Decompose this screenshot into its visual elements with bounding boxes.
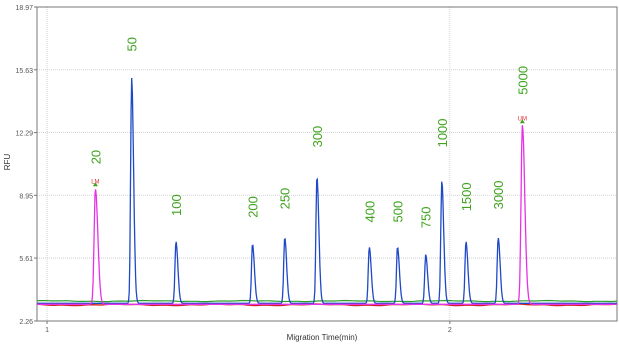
peak-size-label: 300: [310, 126, 325, 148]
y-tick-label: 15.63: [15, 68, 33, 75]
peak-size-label: 20: [88, 150, 103, 164]
peak-size-label: 400: [362, 201, 377, 223]
peak-size-label: 250: [278, 188, 293, 210]
baseline-green-trace: [36, 299, 618, 303]
peak-size-label: 1000: [435, 118, 450, 147]
peak-size-label: 100: [169, 194, 184, 216]
plot-frame: [36, 6, 618, 322]
y-tick-label: 8.95: [19, 193, 33, 200]
y-tick-label: 5.61: [19, 256, 33, 263]
marker-arrow-icon: [92, 182, 98, 187]
y-tick-label: 2.26: [19, 319, 33, 326]
y-tick-label: 18.97: [15, 5, 33, 12]
x-tick-label: 2: [448, 327, 452, 334]
peak-size-label: 750: [419, 206, 434, 228]
x-axis-label: Migration Time(min): [287, 333, 358, 342]
y-tick-label: 12.29: [15, 131, 33, 138]
label-layer: 20LM501002002503004005007501000150030005…: [88, 37, 530, 228]
peak-size-label: 500: [391, 201, 406, 223]
axes-layer: 2.26 5.61 8.95 12.29 15.63 18.97 1 2: [15, 5, 618, 334]
x-tick-label: 1: [45, 327, 49, 334]
peak-size-label: 5000: [515, 66, 530, 95]
peak-size-label: 50: [125, 37, 140, 51]
marker-arrow-icon: [519, 119, 525, 124]
peak-size-label: 3000: [491, 180, 506, 209]
peak-size-label: 200: [246, 196, 261, 218]
ladder-trace: [37, 77, 617, 304]
y-axis-label: RFU: [3, 154, 12, 171]
peak-size-label: 1500: [459, 182, 474, 211]
grid-layer: [37, 6, 617, 322]
marker-trace: [37, 125, 617, 305]
trace-layer: [36, 77, 618, 307]
